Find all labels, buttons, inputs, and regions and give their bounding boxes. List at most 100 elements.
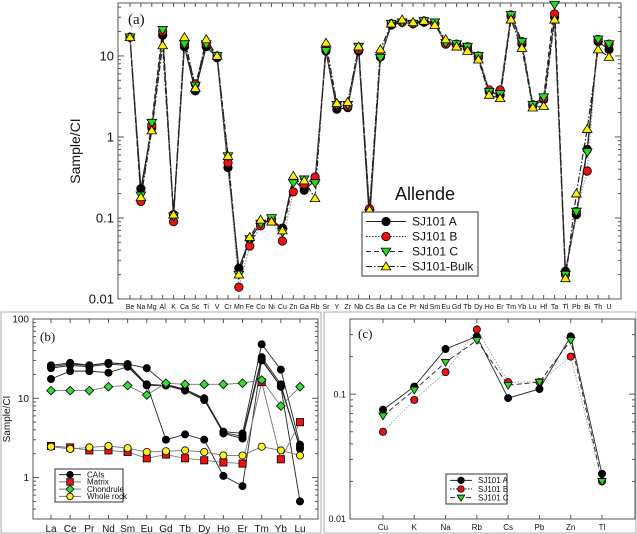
data-point [353, 41, 365, 51]
data-point [200, 33, 212, 44]
data-point [309, 192, 321, 203]
y-tick-label: 0.01 [89, 292, 114, 307]
x-tick-label: Bi [584, 304, 591, 311]
data-point [582, 166, 592, 176]
x-tick-label: K [412, 523, 418, 532]
panel-frame [0, 311, 322, 534]
legend-label: SJ101 B [412, 230, 457, 244]
series-markers [124, 14, 615, 283]
y-tick-label: 10 [18, 394, 30, 405]
data-point [222, 150, 234, 160]
x-tick-label: Th [594, 304, 602, 311]
data-point [276, 455, 285, 464]
y-tick-label: 0.1 [333, 389, 346, 399]
data-point [66, 360, 75, 369]
x-tick-label: Y [335, 304, 340, 311]
data-point [181, 446, 190, 455]
data-point [104, 358, 113, 367]
x-tick-label: Ni [268, 304, 275, 311]
data-point [483, 89, 495, 99]
data-point [161, 378, 171, 389]
x-tick-label: Cu [378, 523, 388, 532]
data-point [378, 405, 387, 414]
x-tick-label: Na [440, 523, 451, 532]
x-tick-label: Tm [506, 304, 516, 311]
data-point [295, 443, 304, 452]
legend-marker [66, 492, 74, 501]
data-point [295, 451, 304, 460]
data-point [146, 125, 158, 135]
data-point [265, 216, 278, 226]
data-point [244, 231, 256, 241]
data-point [200, 448, 209, 457]
data-point [157, 26, 169, 36]
series-markers [46, 375, 305, 411]
legend-marker [457, 476, 465, 484]
legend-label: Whole rock [87, 492, 128, 501]
data-point [257, 355, 266, 364]
data-point [603, 51, 615, 61]
data-point [516, 37, 528, 48]
x-tick-label: Cu [278, 304, 287, 311]
x-tick-label: Cs [503, 523, 513, 532]
data-point [142, 380, 151, 389]
chart-title: Allende [395, 184, 455, 204]
data-point [123, 360, 132, 369]
x-tick-label: Tm [254, 524, 268, 534]
panel-frame [323, 311, 637, 534]
data-point [374, 44, 386, 54]
data-point [181, 454, 190, 463]
data-point [47, 442, 56, 451]
data-point [472, 54, 484, 64]
data-point [142, 364, 151, 373]
data-point [218, 379, 229, 390]
data-point [516, 42, 528, 52]
data-point [295, 381, 305, 392]
data-point [219, 471, 228, 480]
data-point [295, 497, 304, 506]
data-point [123, 444, 132, 453]
x-tick-label: La [387, 304, 395, 311]
x-tick-label: Ba [376, 304, 385, 311]
data-point [180, 379, 190, 390]
data-point [504, 394, 513, 403]
x-tick-label: Pr [410, 304, 418, 311]
x-tick-label: Ga [300, 304, 309, 311]
legend-label: CAIs [87, 470, 104, 479]
legend-marker [66, 478, 74, 486]
x-tick-label: Yb [518, 304, 527, 311]
y-axis-label: Sample/CI [2, 396, 13, 443]
x-tick-label: Sm [120, 524, 135, 534]
series-line [382, 339, 603, 482]
y-tick-label: 1 [23, 473, 29, 484]
data-point [211, 50, 223, 60]
x-tick-label: Zr [344, 304, 351, 311]
legend-marker [381, 231, 391, 242]
x-tick-label: Pb [535, 523, 545, 532]
x-tick-label: K [171, 304, 176, 311]
data-point [276, 365, 285, 374]
x-tick-label: Tl [599, 523, 606, 532]
data-point [505, 14, 517, 24]
data-point [570, 188, 582, 198]
data-point [257, 340, 266, 349]
data-point [219, 458, 228, 467]
data-point [472, 325, 481, 334]
panel-label: (b) [40, 329, 55, 344]
data-point [276, 382, 285, 391]
series-line [382, 335, 603, 474]
data-point [298, 175, 310, 185]
data-point [47, 375, 56, 384]
data-point [342, 96, 354, 106]
series-markers [47, 355, 304, 506]
legend-marker [66, 470, 74, 479]
x-tick-label: Sc [191, 304, 200, 311]
x-tick-label: Na [136, 304, 145, 311]
x-tick-label: Nd [102, 524, 115, 534]
x-tick-label: Lu [294, 524, 305, 534]
x-tick-label: Rb [311, 304, 320, 311]
panel-a: 0.01 0.1 1 10 Be Na Mg Al K Ca Sc Ti V Cr Mn Fe Co Ni Cu Zn… [67, 0, 622, 311]
data-point [189, 82, 201, 92]
